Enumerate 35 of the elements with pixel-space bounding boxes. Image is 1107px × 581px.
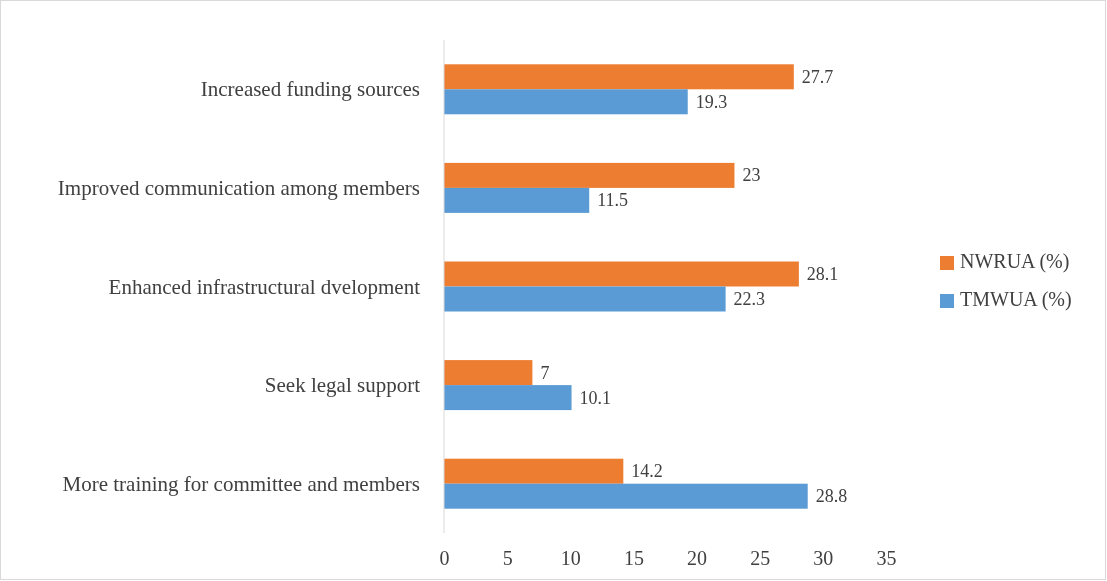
data-label: 19.3	[695, 91, 728, 112]
bar	[444, 64, 794, 90]
x-tick-label: 30	[813, 547, 834, 570]
y-tick-label: More training for committee and members	[62, 471, 420, 496]
data-label: 27.7	[801, 66, 834, 87]
data-label: 10.1	[579, 387, 612, 408]
y-tick-label: Enhanced infrastructural dvelopment	[108, 274, 421, 299]
data-label: 22.3	[733, 289, 766, 309]
x-tick-label: 5	[502, 547, 513, 570]
legend-label: NWRUA (%)	[960, 250, 1070, 273]
x-tick-label: 25	[750, 547, 771, 570]
data-label: 14.2	[631, 461, 663, 482]
y-tick-label: Seek legal support	[264, 373, 421, 398]
bar	[444, 89, 688, 115]
bar	[444, 162, 735, 188]
x-tick-label: 35	[876, 547, 897, 570]
bar	[444, 385, 572, 411]
bar	[444, 360, 533, 386]
data-label: 7	[540, 362, 550, 383]
bar	[444, 483, 808, 509]
data-label: 28.1	[806, 264, 839, 284]
x-tick-label: 10	[560, 547, 581, 570]
bar	[444, 286, 726, 312]
bar	[444, 261, 799, 287]
data-label: 23	[742, 165, 761, 186]
data-label: 28.8	[815, 486, 848, 507]
y-tick-label: Improved communication among members	[57, 175, 420, 200]
bar	[444, 187, 590, 213]
y-tick-label: Increased funding sources	[200, 77, 420, 102]
bar	[444, 458, 624, 484]
data-label: 11.5	[597, 190, 629, 211]
x-tick-label: 20	[687, 547, 708, 570]
x-tick-label: 15	[623, 547, 644, 570]
legend-label: TMWUA (%)	[960, 288, 1072, 311]
x-tick-label: 0	[439, 547, 450, 570]
